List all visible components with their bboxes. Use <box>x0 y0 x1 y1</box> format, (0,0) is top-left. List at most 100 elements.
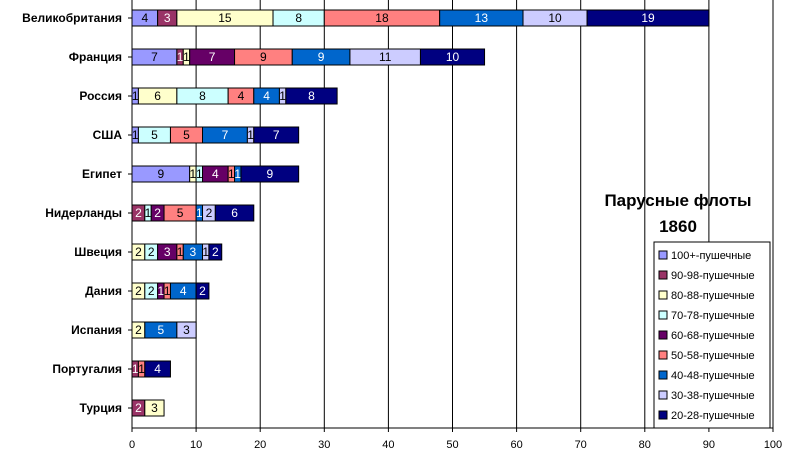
data-label: 4 <box>263 89 270 103</box>
data-label: 7 <box>273 128 280 142</box>
data-label: 6 <box>231 206 238 220</box>
bar-segment <box>144 399 165 417</box>
data-label: 2 <box>135 245 142 259</box>
data-label: 1 <box>145 206 152 220</box>
data-label: 3 <box>151 401 158 415</box>
legend-swatch <box>658 330 668 340</box>
data-label: 1 <box>190 167 197 181</box>
legend-entry: 60-68-пушечные <box>671 330 755 342</box>
legend-entry: 40-48-пушечные <box>671 370 755 382</box>
legend-entry: 50-58-пушечные <box>671 350 755 362</box>
data-label: 2 <box>148 245 155 259</box>
data-label: 5 <box>151 128 158 142</box>
x-tick-label: 100 <box>764 439 782 451</box>
data-label: 1 <box>196 167 203 181</box>
x-tick-labels: 0 10 20 30 40 50 60 70 80 90 100 <box>129 428 782 451</box>
data-label: 19 <box>641 11 655 25</box>
data-label: 1 <box>132 128 139 142</box>
category-label: Испания <box>71 323 122 337</box>
data-label: 8 <box>199 89 206 103</box>
category-label: Нидерланды <box>45 206 122 220</box>
data-label: 1 <box>228 167 235 181</box>
x-tick-label: 40 <box>382 439 394 451</box>
data-label: 4 <box>180 284 187 298</box>
legend-entry: 80-88-пушечные <box>671 290 755 302</box>
category-label: Турция <box>80 401 122 415</box>
category-label: Великобритания <box>22 11 122 25</box>
x-tick-label: 70 <box>575 439 587 451</box>
chart-title-line-2: 1860 <box>659 217 697 236</box>
data-label: 7 <box>209 50 216 64</box>
bar-segment <box>586 9 710 27</box>
data-label: 2 <box>135 284 142 298</box>
data-label: 9 <box>318 50 325 64</box>
data-label: 5 <box>158 323 165 337</box>
bar-segment <box>253 126 300 144</box>
bar-segment <box>195 282 210 300</box>
data-label: 1 <box>183 50 190 64</box>
legend-swatch <box>658 390 668 400</box>
legend-swatch <box>658 310 668 320</box>
data-label: 10 <box>446 50 460 64</box>
data-label: 2 <box>135 401 142 415</box>
bar-segment <box>144 360 171 378</box>
bars: 4 3 15 8 18 13 10 197 1 1 7 9 9 11 101 6 8 4 4 1 81 5 5 7 1 79 1 1 4… <box>131 9 710 417</box>
data-label: 7 <box>151 50 158 64</box>
legend: 100+-пушечные 90-98-пушечные 80-88-пушечны… <box>653 241 771 429</box>
data-label: 9 <box>260 50 267 64</box>
legend-swatch <box>658 250 668 260</box>
category-labels: Великобритания Франция Россия США Египет Ниде… <box>22 11 132 415</box>
data-label: 1 <box>234 167 241 181</box>
data-label: 2 <box>135 206 142 220</box>
x-tick-label: 20 <box>254 439 266 451</box>
data-label: 8 <box>295 11 302 25</box>
data-label: 1 <box>158 284 165 298</box>
data-label: 2 <box>199 284 206 298</box>
x-tick-label: 80 <box>639 439 651 451</box>
data-label: 1 <box>177 50 184 64</box>
bar-segment <box>240 165 300 183</box>
data-label: 3 <box>190 245 197 259</box>
data-label: 4 <box>154 362 161 376</box>
data-label: 10 <box>548 11 562 25</box>
data-label: 1 <box>196 206 203 220</box>
data-label: 5 <box>177 206 184 220</box>
data-label: 9 <box>158 167 165 181</box>
data-label: 7 <box>222 128 229 142</box>
category-label: США <box>93 128 123 142</box>
legend-swatch <box>658 370 668 380</box>
x-tick-label: 50 <box>446 439 458 451</box>
x-tick-label: 90 <box>703 439 715 451</box>
data-label: 11 <box>379 50 392 64</box>
category-label: Франция <box>69 50 122 64</box>
data-label: 1 <box>202 245 209 259</box>
bar-segment <box>176 321 197 339</box>
x-tick-label: 10 <box>190 439 202 451</box>
bar-segment <box>419 48 486 66</box>
chart-title: Парусные флоты 1860 <box>604 191 751 236</box>
data-label: 2 <box>212 245 219 259</box>
legend-entry: 90-98-пушечные <box>671 270 755 282</box>
category-label: Дания <box>85 284 122 298</box>
data-label: 1 <box>177 245 184 259</box>
legend-entry: 100+-пушечные <box>671 250 751 262</box>
data-label: 4 <box>141 11 148 25</box>
bar-segment <box>208 243 223 261</box>
legend-swatch <box>658 270 668 280</box>
legend-swatch <box>658 350 668 360</box>
category-label: Швеция <box>74 245 122 259</box>
legend-box <box>653 241 771 429</box>
data-label: 15 <box>218 11 232 25</box>
legend-swatch <box>658 290 668 300</box>
data-label: 3 <box>164 11 171 25</box>
data-label: 2 <box>148 284 155 298</box>
x-tick-label: 60 <box>510 439 522 451</box>
data-label: 1 <box>164 284 171 298</box>
data-label: 18 <box>375 11 389 25</box>
category-label: Египет <box>82 167 122 181</box>
data-label: 5 <box>183 128 190 142</box>
data-label: 4 <box>238 89 245 103</box>
data-label: 1 <box>132 89 139 103</box>
data-label: 3 <box>183 323 190 337</box>
